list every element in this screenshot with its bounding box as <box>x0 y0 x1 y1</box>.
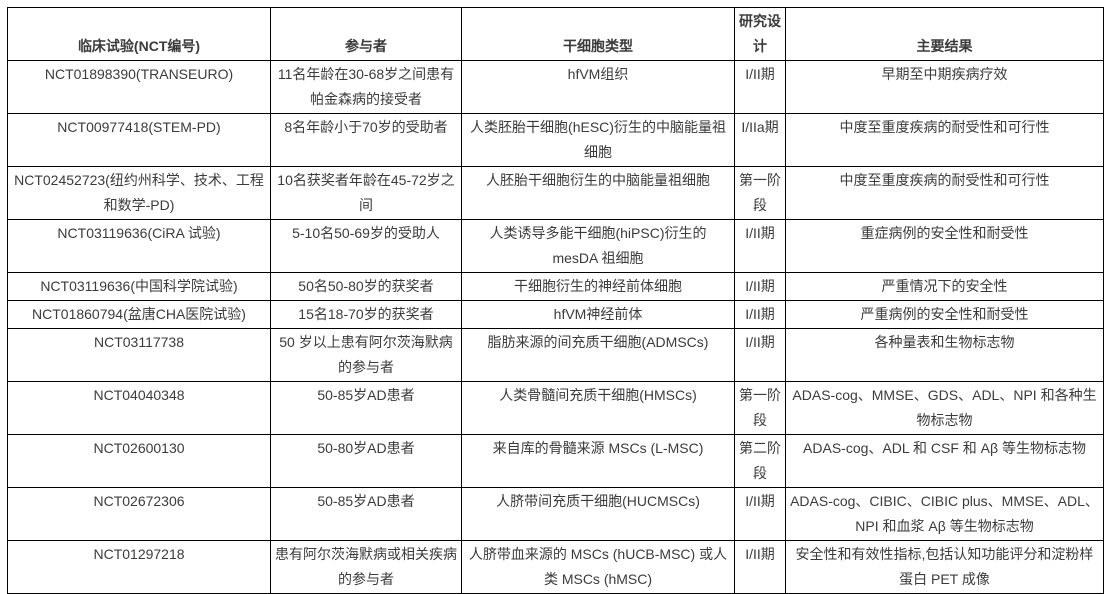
design-cell: I/II期 <box>734 300 786 329</box>
outcome-cell: 严重情况下的安全性 <box>785 272 1104 301</box>
design-cell: I/IIa期 <box>734 113 786 167</box>
column-header-cell_type: 干细胞类型 <box>461 7 735 61</box>
design-cell: I/II期 <box>734 487 786 541</box>
outcome-cell: ADAS-cog、ADL 和 CSF 和 Aβ 等生物标志物 <box>785 434 1104 488</box>
participants-cell: 患有阿尔茨海默病或相关疾病的参与者 <box>270 540 462 594</box>
cell_type-cell: 人胚胎干细胞衍生的中脑能量祖细胞 <box>461 166 735 220</box>
outcome-cell: 中度至重度疾病的耐受性和可行性 <box>785 113 1104 167</box>
design-cell: I/II期 <box>734 219 786 273</box>
column-header-trial: 临床试验(NCT编号) <box>7 7 271 61</box>
cell_type-cell: hfVM神经前体 <box>461 300 735 329</box>
trial-cell: NCT00977418(STEM-PD) <box>7 113 271 167</box>
cell_type-cell: 人类胚胎干细胞(hESC)衍生的中脑能量祖细胞 <box>461 113 735 167</box>
trial-cell: NCT03117738 <box>7 328 271 382</box>
outcome-cell: 各种量表和生物标志物 <box>785 328 1104 382</box>
participants-cell: 50-80岁AD患者 <box>270 434 462 488</box>
table-row: NCT00977418(STEM-PD) 8名年龄小于70岁的受助者 人类胚胎干细胞… <box>7 113 1104 167</box>
trial-cell: NCT01297218 <box>7 540 271 594</box>
participants-cell: 50 岁以上患有阿尔茨海默病的参与者 <box>270 328 462 382</box>
design-cell: 第一阶段 <box>734 381 786 435</box>
design-cell: I/II期 <box>734 328 786 382</box>
table-row: NCT02452723(纽约州科学、技术、工程和数学-PD) 10名获奖者年龄在4… <box>7 166 1104 220</box>
outcome-cell: 早期至中期疾病疗效 <box>785 60 1104 114</box>
outcome-cell: 严重病例的安全性和耐受性 <box>785 300 1104 329</box>
column-header-outcome: 主要结果 <box>785 7 1104 61</box>
participants-cell: 8名年龄小于70岁的受助者 <box>270 113 462 167</box>
cell_type-cell: 人脐带间充质干细胞(HUCMSCs) <box>461 487 735 541</box>
trial-cell: NCT02600130 <box>7 434 271 488</box>
table-row: NCT04040348 50-85岁AD患者 人类骨髓间充质干细胞(HMSCs) 第一… <box>7 381 1104 435</box>
column-header-design: 研究设计 <box>734 7 786 61</box>
participants-cell: 50-85岁AD患者 <box>270 381 462 435</box>
clinical-trials-table: 临床试验(NCT编号) 参与者 干细胞类型 研究设计 主要结果 NCT01898390(… <box>7 7 1104 594</box>
cell_type-cell: 人类诱导多能干细胞(hiPSC)衍生的 mesDA 祖细胞 <box>461 219 735 273</box>
trial-cell: NCT02452723(纽约州科学、技术、工程和数学-PD) <box>7 166 271 220</box>
table-row: NCT03119636(CiRA 试验) 5-10名50-69岁的受助人 人类诱导多… <box>7 219 1104 273</box>
trial-cell: NCT01898390(TRANSEURO) <box>7 60 271 114</box>
cell_type-cell: hfVM组织 <box>461 60 735 114</box>
cell_type-cell: 干细胞衍生的神经前体细胞 <box>461 272 735 301</box>
header-row: 临床试验(NCT编号) 参与者 干细胞类型 研究设计 主要结果 <box>7 7 1104 61</box>
column-header-participants: 参与者 <box>270 7 462 61</box>
table-row: NCT02600130 50-80岁AD患者 来自库的骨髓来源 MSCs (L-MS… <box>7 434 1104 488</box>
design-cell: I/II期 <box>734 540 786 594</box>
design-cell: I/II期 <box>734 60 786 114</box>
cell_type-cell: 人脐带血来源的 MSCs (hUCB-MSC) 或人类 MSCs (hMSC) <box>461 540 735 594</box>
outcome-cell: 中度至重度疾病的耐受性和可行性 <box>785 166 1104 220</box>
participants-cell: 5-10名50-69岁的受助人 <box>270 219 462 273</box>
cell_type-cell: 人类骨髓间充质干细胞(HMSCs) <box>461 381 735 435</box>
outcome-cell: ADAS-cog、CIBIC、CIBIC plus、MMSE、ADL、NPI 和… <box>785 487 1104 541</box>
trial-cell: NCT02672306 <box>7 487 271 541</box>
outcome-cell: ADAS-cog、MMSE、GDS、ADL、NPI 和各种生物标志物 <box>785 381 1104 435</box>
participants-cell: 10名获奖者年龄在45-72岁之间 <box>270 166 462 220</box>
outcome-cell: 重症病例的安全性和耐受性 <box>785 219 1104 273</box>
trial-cell: NCT01860794(盆唐CHA医院试验) <box>7 300 271 329</box>
table-row: NCT03119636(中国科学院试验) 50名50-80岁的获奖者 干细胞衍生的神… <box>7 272 1104 301</box>
cell_type-cell: 来自库的骨髓来源 MSCs (L-MSC) <box>461 434 735 488</box>
trial-cell: NCT03119636(中国科学院试验) <box>7 272 271 301</box>
table-row: NCT01297218 患有阿尔茨海默病或相关疾病的参与者 人脐带血来源的 MSCs… <box>7 540 1104 594</box>
design-cell: 第二阶段 <box>734 434 786 488</box>
table-row: NCT01860794(盆唐CHA医院试验) 15名18-70岁的获奖者 hfVM神… <box>7 300 1104 329</box>
participants-cell: 50名50-80岁的获奖者 <box>270 272 462 301</box>
design-cell: I/II期 <box>734 272 786 301</box>
cell_type-cell: 脂肪来源的间充质干细胞(ADMSCs) <box>461 328 735 382</box>
participants-cell: 15名18-70岁的获奖者 <box>270 300 462 329</box>
trial-cell: NCT03119636(CiRA 试验) <box>7 219 271 273</box>
trial-cell: NCT04040348 <box>7 381 271 435</box>
table-body: NCT01898390(TRANSEURO) 11名年龄在30-68岁之间患有帕金… <box>7 60 1104 594</box>
participants-cell: 50-85岁AD患者 <box>270 487 462 541</box>
outcome-cell: 安全性和有效性指标,包括认知功能评分和淀粉样蛋白 PET 成像 <box>785 540 1104 594</box>
table-row: NCT03117738 50 岁以上患有阿尔茨海默病的参与者 脂肪来源的间充质干细胞… <box>7 328 1104 382</box>
table-row: NCT01898390(TRANSEURO) 11名年龄在30-68岁之间患有帕金… <box>7 60 1104 114</box>
participants-cell: 11名年龄在30-68岁之间患有帕金森病的接受者 <box>270 60 462 114</box>
design-cell: 第一阶段 <box>734 166 786 220</box>
table-row: NCT02672306 50-85岁AD患者 人脐带间充质干细胞(HUCMSCs) I… <box>7 487 1104 541</box>
